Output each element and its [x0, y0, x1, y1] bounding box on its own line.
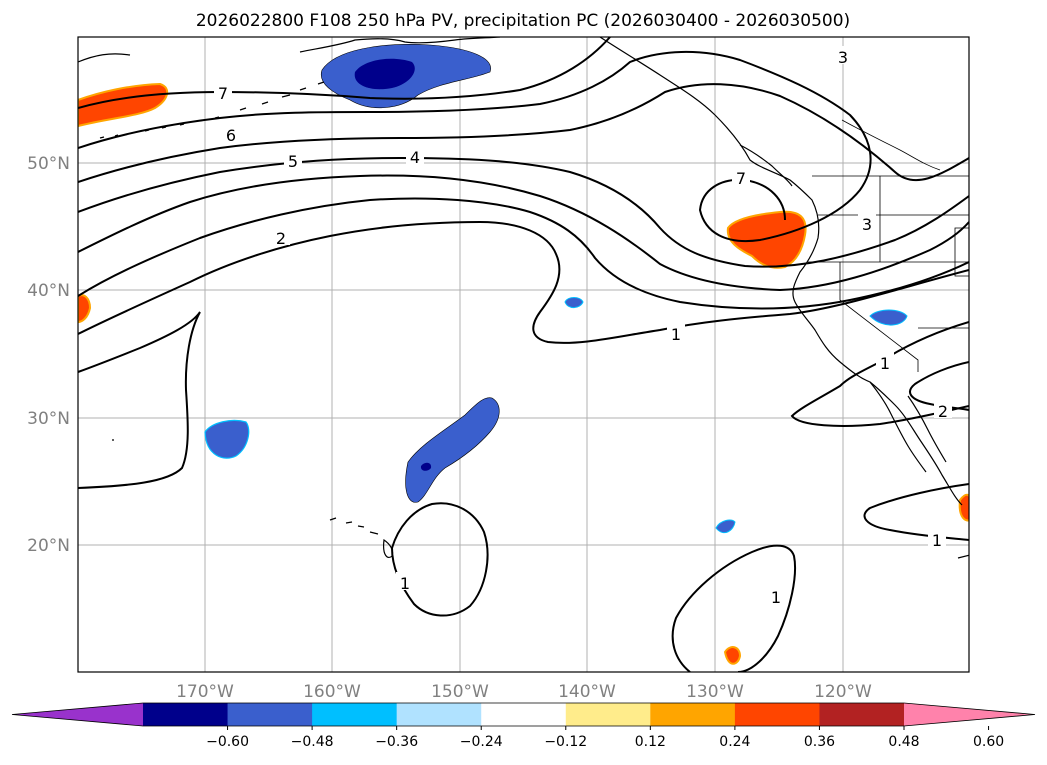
- precip-negative-west: [204, 419, 250, 459]
- precip-negative-spot-130w: [715, 519, 736, 534]
- contour-7-north: [78, 37, 611, 109]
- contour-4: [78, 156, 969, 268]
- contour-1-main: [78, 220, 969, 344]
- contour-label: 4: [410, 148, 420, 167]
- lon-label: 150°W: [431, 682, 489, 702]
- precip-positive-mexico: [958, 493, 969, 522]
- contour-1-low: [78, 311, 201, 489]
- colorbar-tick-label: −0.60: [206, 734, 249, 750]
- colorbar-tick-label: 0.24: [719, 734, 750, 750]
- colorbar-bin: [143, 703, 229, 726]
- contour-labels: 7 6 5 4 2 1 7 3 1 2 1 1 3 1: [214, 46, 952, 607]
- contour-label: 1: [400, 574, 410, 593]
- colorbar-tick-label: −0.48: [291, 734, 334, 750]
- contour-label: 7: [736, 169, 746, 188]
- contour-label: 1: [932, 531, 942, 550]
- precip-negative-central-pacific: [405, 397, 500, 503]
- colorbar-tick-label: 0.48: [888, 734, 919, 750]
- contour-1-hawaii: [390, 502, 489, 617]
- contour-5: [78, 83, 969, 183]
- lon-label: 140°W: [558, 682, 616, 702]
- contour-label: 7: [218, 84, 228, 103]
- lat-label: 40°N: [27, 281, 70, 301]
- colorbar-bin: [819, 703, 905, 726]
- lat-label: 20°N: [27, 536, 70, 556]
- contour-6: [78, 50, 872, 242]
- contour-label: 5: [288, 152, 298, 171]
- contour-label: 3: [838, 48, 848, 67]
- colorbar-extend-low: [12, 703, 143, 726]
- colorbar-bin: [227, 703, 313, 726]
- precip-strong-negative-spot: [420, 462, 432, 471]
- lat-label: 50°N: [27, 154, 70, 174]
- colorbar-tick-label: −0.36: [375, 734, 418, 750]
- lon-label: 170°W: [176, 682, 234, 702]
- colorbar-tick-label: −0.24: [460, 734, 503, 750]
- colorbar-bin: [650, 703, 736, 726]
- contour-label: 6: [226, 126, 236, 145]
- lon-label: 160°W: [303, 682, 361, 702]
- colorbar-tick-label: 0.36: [804, 734, 835, 750]
- contour-2: [78, 197, 969, 310]
- contour-label: 1: [671, 325, 681, 344]
- contour-label: 1: [880, 354, 890, 373]
- precip-positive-south-130w: [723, 646, 742, 665]
- colorbar-tick-labels: −0.60 −0.48 −0.36 −0.24 −0.12 0.12 0.24 0.36 0.4…: [206, 734, 1004, 750]
- precip-strong-negative-gulf-alaska: [354, 58, 415, 90]
- lon-label: 120°W: [814, 682, 872, 702]
- colorbar-bin: [312, 703, 398, 726]
- colorbar-extend-high: [904, 703, 1035, 726]
- precip-shading: [78, 44, 969, 665]
- precip-positive-west-edge: [78, 294, 92, 324]
- colorbar-bin: [565, 703, 651, 726]
- lat-label: 30°N: [27, 409, 70, 429]
- colorbar-bin: [396, 703, 482, 726]
- colorbar-tick-label: −0.12: [544, 734, 587, 750]
- map-area: 7 6 5 4 2 1 7 3 1 2 1 1 3 1: [78, 37, 969, 672]
- contour-2-se: [909, 361, 969, 411]
- contour-3: [78, 174, 969, 292]
- colorbar-bin: [734, 703, 820, 726]
- lon-labels: 170°W 160°W 150°W 140°W 130°W 120°W: [176, 682, 872, 702]
- gridlines: [78, 37, 969, 672]
- contour-1-south: [671, 544, 797, 672]
- contour-label: 3: [862, 215, 872, 234]
- colorbar-tick-label: 0.12: [635, 734, 666, 750]
- colorbar-tick-label: 0.60: [973, 734, 1004, 750]
- map-frame: [77, 36, 970, 673]
- colorbar-outline: [11, 702, 1036, 727]
- colorbar-bin: [481, 703, 567, 726]
- contour-label: 2: [938, 402, 948, 421]
- lon-label: 130°W: [686, 682, 744, 702]
- precip-negative-spot-140w: [564, 297, 584, 309]
- colorbar: [11, 702, 1036, 730]
- precip-positive-oregon: [726, 210, 807, 269]
- precip-negative-spot-nevada: [869, 309, 908, 326]
- lat-labels: 50°N 40°N 30°N 20°N: [27, 154, 70, 556]
- contour-label: 1: [771, 588, 781, 607]
- map-title: 2026022800 F108 250 hPa PV, precipitatio…: [196, 11, 850, 31]
- contour-label: 2: [276, 229, 286, 248]
